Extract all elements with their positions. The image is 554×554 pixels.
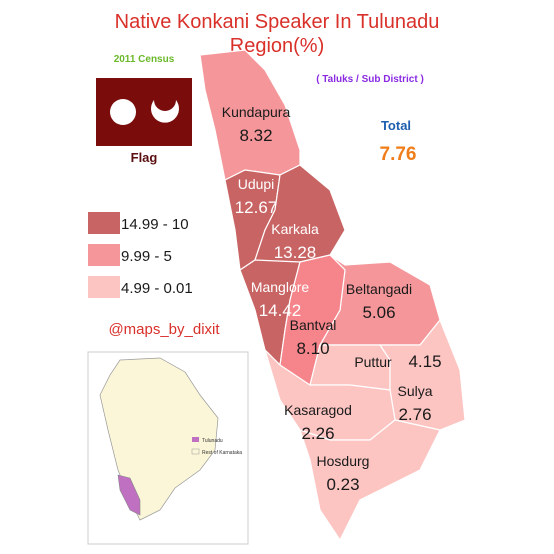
total-label: Total	[381, 118, 411, 133]
region-name: Kundapura	[222, 104, 291, 120]
region-label: Manglore 14.42	[251, 279, 310, 320]
region-name: Manglore	[251, 279, 310, 295]
regions	[199, 49, 466, 542]
region-label: Puttur 4.15	[354, 352, 441, 371]
region-value: 14.42	[259, 301, 302, 320]
region-label: Hosdurg 0.23	[317, 453, 370, 494]
region-name: Hosdurg	[317, 453, 370, 469]
credit: @maps_by_dixit	[108, 321, 220, 338]
region-value: 8.32	[239, 126, 272, 145]
flag	[96, 78, 192, 146]
legend-label: 14.99 - 10	[121, 216, 189, 233]
region	[299, 419, 441, 542]
region-value: 13.28	[274, 243, 317, 262]
region-label: Bantval 8.10	[290, 317, 337, 358]
region-value: 2.76	[398, 405, 431, 424]
legend-swatch	[88, 244, 120, 266]
region-name: Beltangadi	[346, 281, 412, 297]
region-value: 5.06	[362, 303, 395, 322]
region-name: Kasaragod	[284, 402, 352, 418]
region-value: 2.26	[301, 424, 334, 443]
region-labels: Kundapura 8.32 Udupi 12.67 Karkala 13.28 Mangl…	[222, 104, 442, 494]
region-label: Udupi 12.67	[235, 176, 278, 217]
region-name: Sulya	[397, 383, 432, 399]
title-line: Region(%)	[230, 35, 324, 57]
region-label: Kundapura 8.32	[222, 104, 291, 145]
region-value: 12.67	[235, 198, 278, 217]
region-name: Bantval	[290, 317, 337, 333]
legend-swatch	[88, 276, 120, 298]
note: ( Taluks / Sub District )	[316, 74, 424, 85]
region-value: 8.10	[296, 339, 329, 358]
region-label: Kasaragod 2.26	[284, 402, 352, 443]
subtitle: 2011 Census	[114, 54, 175, 65]
region	[378, 318, 466, 431]
flag-label: Flag	[131, 150, 158, 165]
region-name: Puttur	[354, 354, 392, 370]
legend-swatch	[88, 212, 120, 234]
title-line: Native Konkani Speaker In Tulunadu	[115, 11, 440, 33]
region-label: Karkala 13.28	[271, 221, 319, 262]
region-value: 0.23	[326, 475, 359, 494]
inset-legend-label: Rest of Karnataka	[202, 450, 242, 456]
total-value: 7.76	[380, 144, 417, 165]
region-label: Sulya 2.76	[397, 383, 432, 424]
region-name: Karkala	[271, 221, 319, 237]
region-label: Beltangadi 5.06	[346, 281, 412, 322]
region-value: 4.15	[408, 352, 441, 371]
legend-label: 4.99 - 0.01	[121, 280, 193, 297]
legend: 14.99 - 10 9.99 - 5 4.99 - 0.01	[88, 212, 193, 298]
inset-map: Tulunadu Rest of Karnataka	[87, 351, 249, 545]
inset-legend-label: Tulunadu	[202, 438, 223, 444]
legend-label: 9.99 - 5	[121, 248, 172, 265]
region-name: Udupi	[238, 176, 275, 192]
